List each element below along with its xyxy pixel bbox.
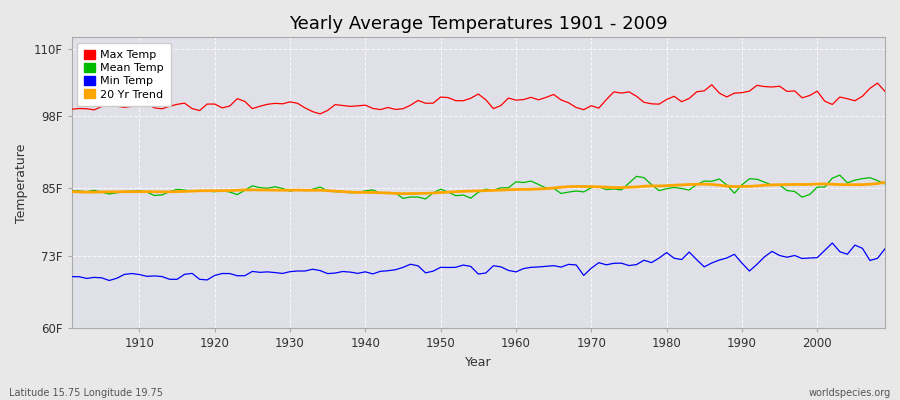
Mean Temp bbox=[338, 189, 348, 194]
Min Temp bbox=[510, 270, 521, 274]
Max Temp bbox=[510, 98, 521, 102]
Min Temp bbox=[827, 241, 838, 246]
20 Yr Trend bbox=[338, 189, 348, 194]
Max Temp bbox=[608, 90, 619, 94]
Min Temp bbox=[608, 261, 619, 266]
Min Temp bbox=[134, 272, 145, 277]
Mean Temp bbox=[510, 180, 521, 184]
20 Yr Trend bbox=[510, 187, 521, 192]
Max Temp bbox=[872, 81, 883, 86]
Max Temp bbox=[315, 112, 326, 116]
20 Yr Trend bbox=[67, 189, 77, 194]
Min Temp bbox=[300, 269, 310, 274]
Max Temp bbox=[518, 97, 529, 102]
Min Temp bbox=[345, 270, 356, 274]
Y-axis label: Temperature: Temperature bbox=[15, 143, 28, 222]
Max Temp bbox=[879, 89, 890, 94]
Mean Temp bbox=[126, 189, 137, 194]
Mean Temp bbox=[608, 186, 619, 191]
Max Temp bbox=[126, 104, 137, 109]
20 Yr Trend bbox=[879, 180, 890, 185]
20 Yr Trend bbox=[518, 187, 529, 192]
Min Temp bbox=[879, 246, 890, 251]
Line: 20 Yr Trend: 20 Yr Trend bbox=[72, 182, 885, 194]
Line: Max Temp: Max Temp bbox=[72, 83, 885, 114]
20 Yr Trend bbox=[608, 185, 619, 190]
Legend: Max Temp, Mean Temp, Min Temp, 20 Yr Trend: Max Temp, Mean Temp, Min Temp, 20 Yr Tre… bbox=[77, 43, 171, 106]
Min Temp bbox=[104, 278, 114, 283]
Max Temp bbox=[345, 104, 356, 109]
Min Temp bbox=[518, 266, 529, 271]
Line: Mean Temp: Mean Temp bbox=[72, 175, 885, 199]
Text: Latitude 15.75 Longitude 19.75: Latitude 15.75 Longitude 19.75 bbox=[9, 388, 163, 398]
Mean Temp bbox=[292, 187, 303, 192]
Min Temp bbox=[67, 274, 77, 279]
Mean Temp bbox=[518, 180, 529, 185]
Mean Temp bbox=[67, 188, 77, 193]
20 Yr Trend bbox=[126, 189, 137, 194]
Max Temp bbox=[67, 107, 77, 112]
Line: Min Temp: Min Temp bbox=[72, 243, 885, 280]
20 Yr Trend bbox=[292, 188, 303, 192]
Title: Yearly Average Temperatures 1901 - 2009: Yearly Average Temperatures 1901 - 2009 bbox=[289, 15, 668, 33]
Mean Temp bbox=[834, 173, 845, 178]
Mean Temp bbox=[879, 182, 890, 186]
Text: worldspecies.org: worldspecies.org bbox=[809, 388, 891, 398]
Mean Temp bbox=[420, 196, 431, 201]
X-axis label: Year: Year bbox=[465, 356, 491, 369]
20 Yr Trend bbox=[398, 191, 409, 196]
Max Temp bbox=[292, 101, 303, 106]
